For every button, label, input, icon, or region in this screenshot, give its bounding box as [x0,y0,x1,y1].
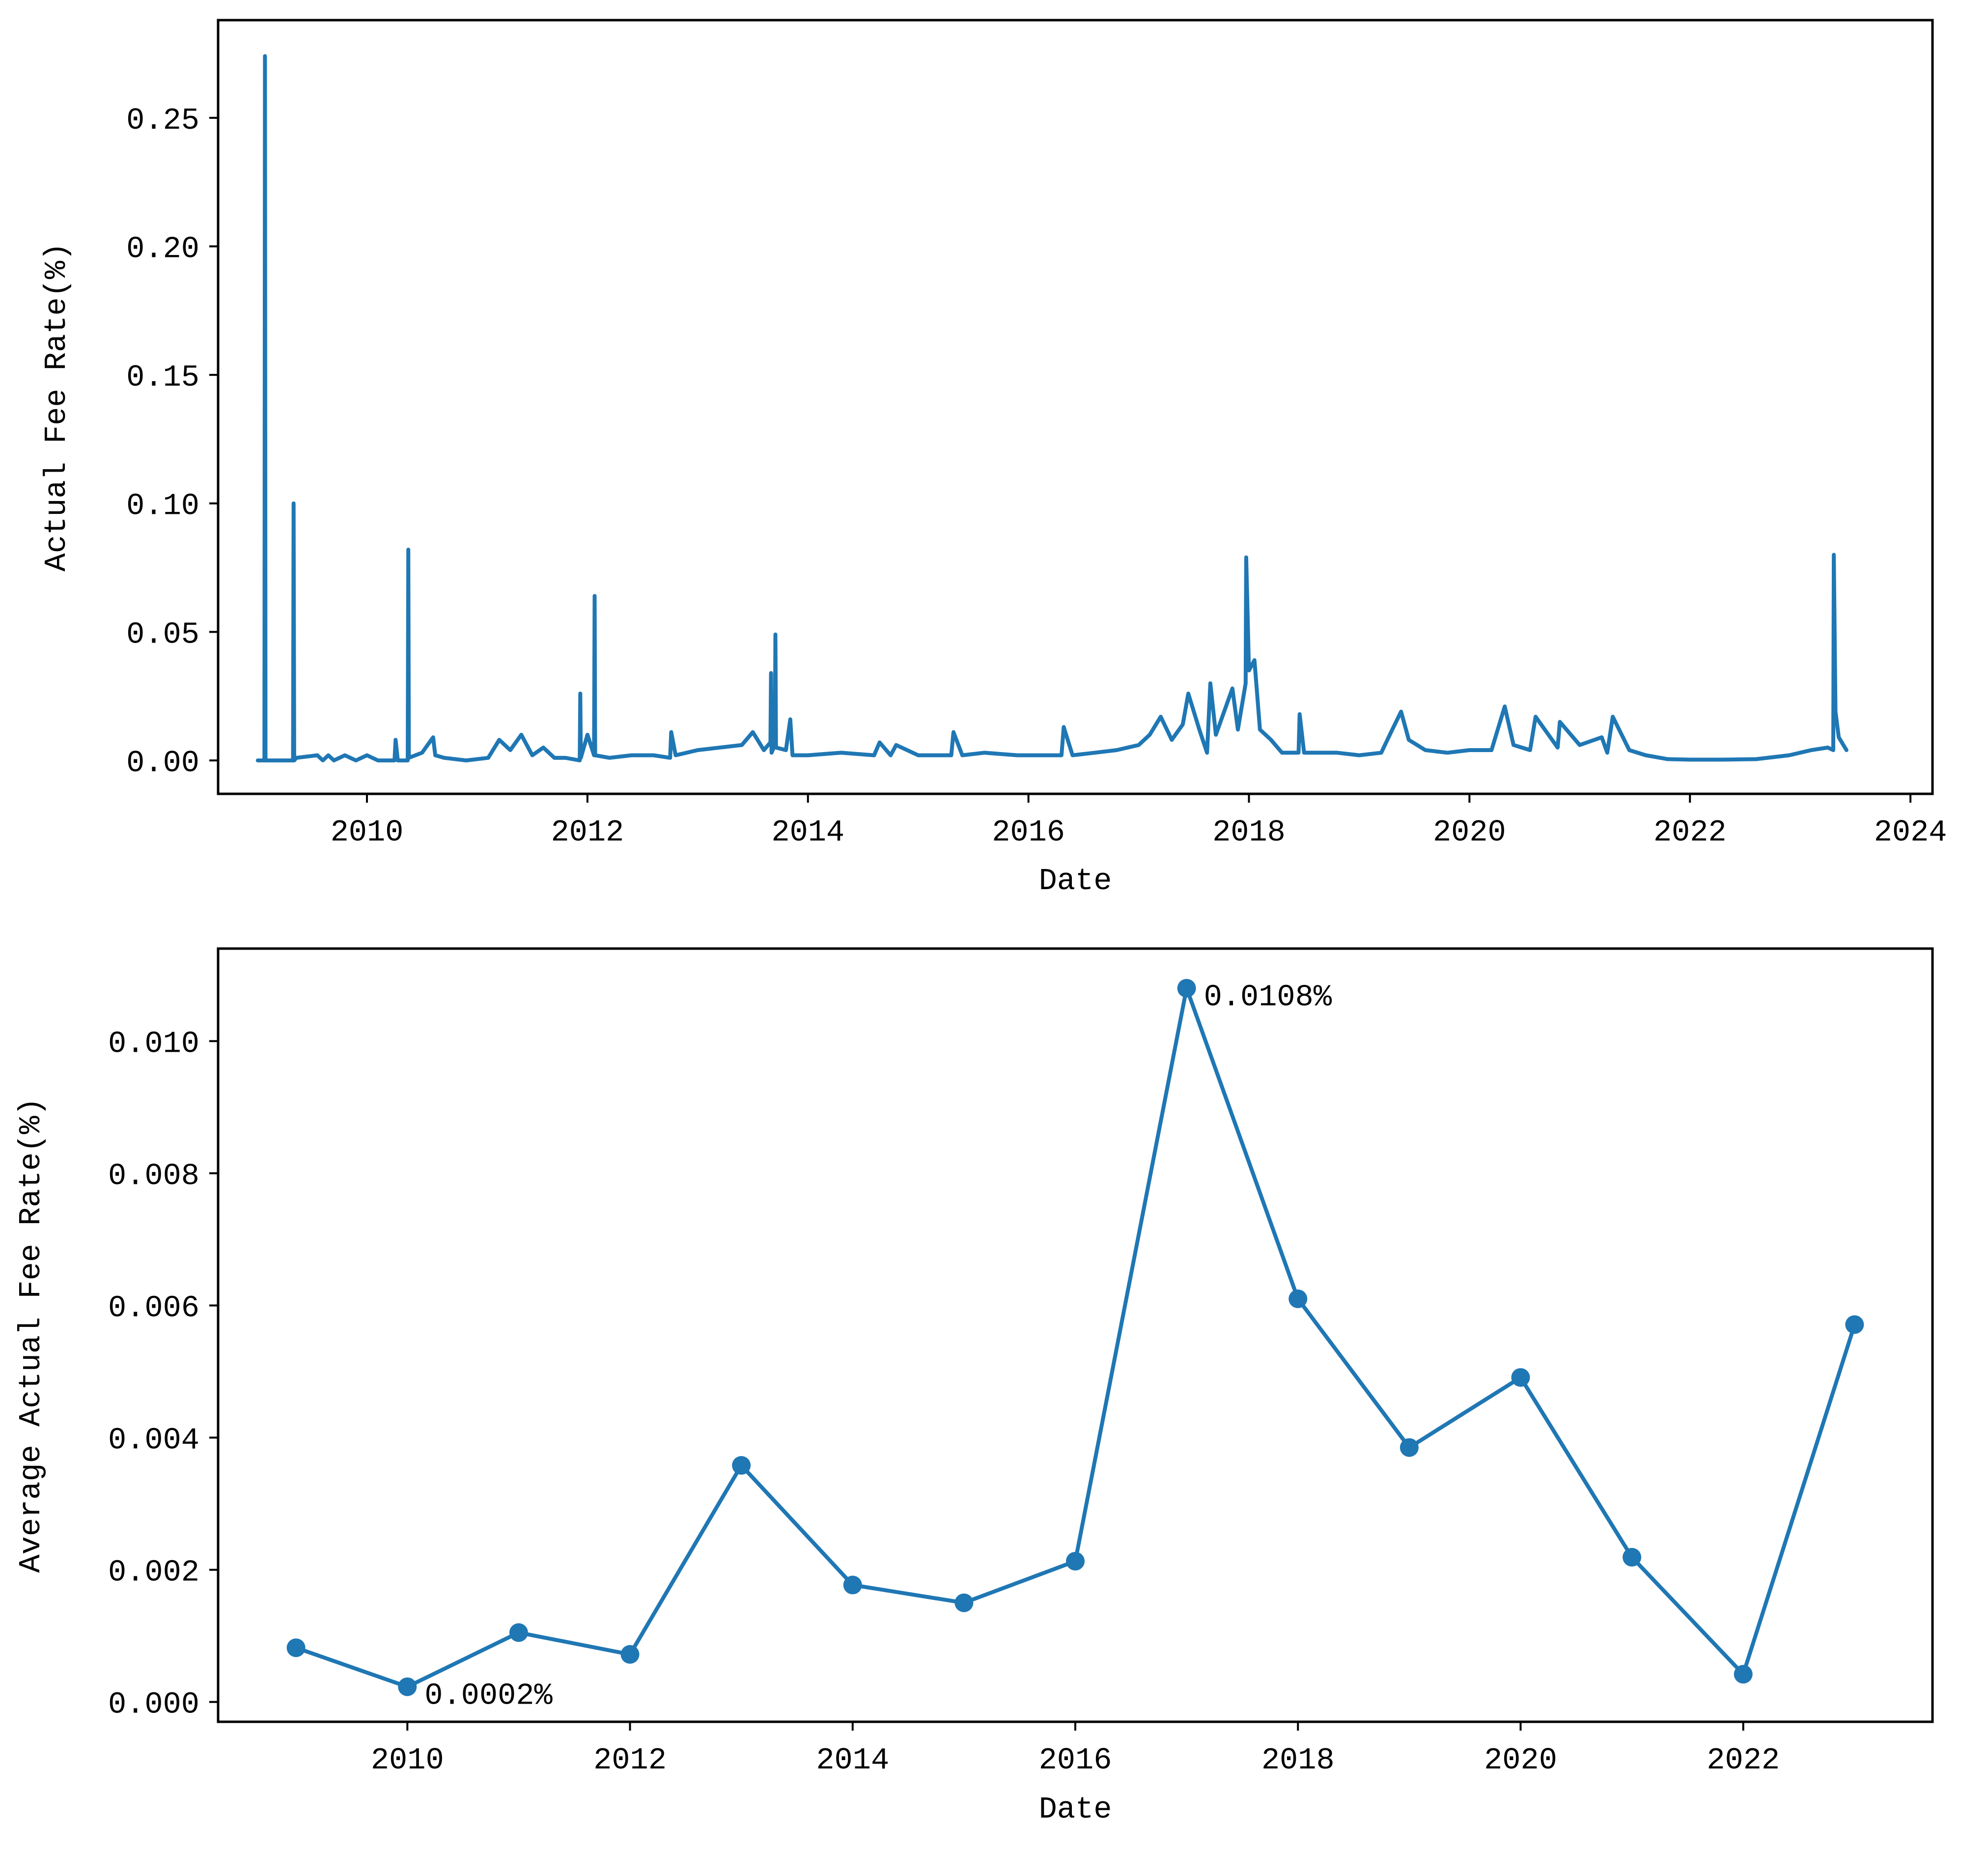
data-point-marker [1066,1552,1085,1571]
yearly-average-fee-rate-chart: 2010 2012 2014 2016 2018 2020 2022 0.0000.0020… [14,947,1934,1827]
yearly-average-line [286,979,1864,1696]
data-point-marker [286,1638,306,1657]
x-axis-ticks: 2010 2012 2014 2016 2018 2020 2022 [371,1722,1780,1778]
x-tick-label: 2020 [1484,1743,1557,1778]
y-tick-label: 0.15 [126,360,199,395]
plot-frame [217,947,1934,1723]
data-point-marker [1623,1548,1642,1567]
x-tick-label: 2014 [816,1743,889,1778]
x-axis-ticks: 2010 2012 2014 2016 2018 2020 2022 2024 [331,794,1947,850]
x-tick-label: 2022 [1707,1743,1780,1778]
x-tick-label: 2020 [1433,815,1506,850]
data-point-marker [1400,1438,1419,1457]
y-tick-label: 0.008 [108,1158,199,1193]
y-tick-label: 0.006 [108,1290,199,1325]
series-line [294,986,1857,1689]
x-tick-label: 2016 [1039,1743,1112,1778]
x-tick-label: 2018 [1212,815,1286,850]
data-point-marker [1288,1289,1308,1309]
point-annotations: 0.0108% 0.0002% [424,980,1332,1713]
y-tick-label: 0.25 [126,103,199,138]
daily-fee-rate-chart: 2010 2012 2014 2016 2018 2020 2022 2024 0.000.0… [39,19,1947,898]
y-tick-label: 0.10 [126,489,199,524]
plot-frame [217,19,1934,795]
data-point-marker [1734,1665,1753,1684]
annotation-min: 0.0002% [424,1679,553,1713]
x-tick-label: 2018 [1261,1743,1335,1778]
y-tick-label: 0.002 [108,1555,199,1590]
y-tick-label: 0.004 [108,1423,199,1458]
y-tick-label: 0.000 [108,1687,199,1722]
annotation-max: 0.0108% [1204,980,1332,1015]
x-tick-label: 2022 [1653,815,1727,850]
data-point-marker [1511,1368,1530,1387]
x-tick-label: 2010 [371,1743,444,1778]
y-axis-label: Actual Fee Rate(%) [39,243,74,572]
x-tick-label: 2012 [593,1743,667,1778]
data-point-marker [1845,1315,1864,1334]
y-tick-label: 0.05 [126,617,199,652]
y-axis-ticks: 0.000 0.002 0.004 0.006 0.008 0.010 [108,1026,218,1722]
y-tick-label: 0.010 [108,1026,199,1061]
x-tick-label: 2016 [992,815,1065,850]
x-tick-label: 2010 [331,815,404,850]
y-tick-label: 0.00 [126,746,199,781]
x-tick-label: 2014 [771,815,844,850]
data-point-marker [509,1623,528,1642]
x-tick-label: 2012 [551,815,624,850]
y-axis-label: Average Actual Fee Rate(%) [14,1097,49,1572]
data-point-marker [732,1456,751,1475]
y-axis-ticks: 0.00 0.05 0.10 0.15 0.20 0.25 [126,103,218,781]
x-axis-label: Date [1039,864,1112,898]
series-line [255,54,1848,762]
x-tick-label: 2024 [1874,815,1947,850]
daily-fee-rate-line [255,54,1848,762]
data-point-marker [954,1593,974,1612]
data-point-marker [620,1645,640,1664]
x-axis-label: Date [1039,1792,1112,1827]
data-point-marker [398,1677,417,1696]
data-point-marker [843,1575,862,1595]
y-tick-label: 0.20 [126,231,199,266]
data-point-marker [1177,979,1196,998]
